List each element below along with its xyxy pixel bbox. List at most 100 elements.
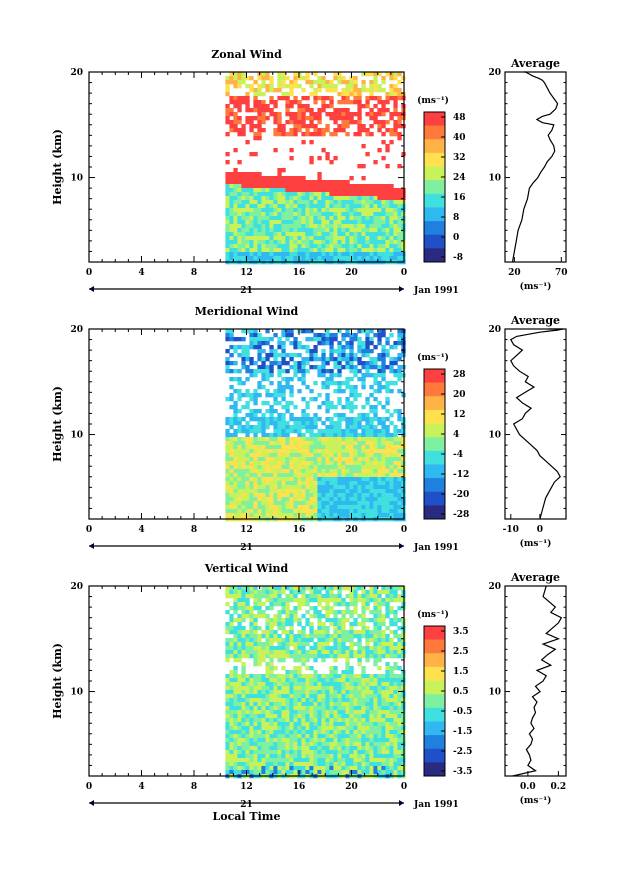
- heatmap-cell: [229, 702, 234, 707]
- heatmap-cell: [317, 678, 322, 683]
- heatmap-cell: [357, 341, 362, 346]
- heatmap-cell: [309, 678, 314, 683]
- heatmap-cell: [345, 497, 350, 502]
- heatmap-cell: [349, 196, 354, 201]
- heatmap-cell: [377, 441, 382, 446]
- heatmap-cell: [301, 682, 306, 687]
- heatmap-cell: [269, 433, 274, 438]
- heatmap-cell: [309, 365, 314, 370]
- heatmap-cell: [365, 690, 370, 695]
- heatmap-cell: [253, 108, 258, 113]
- heatmap-cell: [301, 694, 306, 699]
- heatmap-cell: [341, 124, 346, 129]
- heatmap-cell: [393, 72, 398, 77]
- heatmap-cell: [233, 441, 238, 446]
- heatmap-cell: [377, 598, 382, 603]
- heatmap-cell: [321, 248, 326, 253]
- heatmap-cell: [225, 646, 230, 651]
- heatmap-cell: [245, 413, 250, 418]
- heatmap-cell: [353, 690, 358, 695]
- heatmap-cell: [313, 240, 318, 245]
- heatmap-cell: [245, 200, 250, 205]
- heatmap-cell: [365, 112, 370, 117]
- heatmap-cell: [333, 192, 338, 197]
- heatmap-cell: [317, 333, 322, 338]
- heatmap-cell: [373, 449, 378, 454]
- heatmap-cell: [273, 445, 278, 450]
- heatmap-cell: [325, 200, 330, 205]
- heatmap-cell: [345, 108, 350, 113]
- heatmap-cell: [253, 433, 258, 438]
- heatmap-cell: [357, 738, 362, 743]
- heatmap-cell: [241, 630, 246, 635]
- heatmap-cell: [381, 714, 386, 719]
- heatmap-cell: [345, 678, 350, 683]
- heatmap-cell: [377, 196, 382, 201]
- heatmap-cell: [385, 465, 390, 470]
- heatmap-cell: [341, 485, 346, 490]
- heatmap-cell: [385, 602, 390, 607]
- heatmap-cell: [321, 722, 326, 727]
- heatmap-cell: [349, 614, 354, 619]
- heatmap-cell: [277, 734, 282, 739]
- heatmap-cell: [257, 497, 262, 502]
- heatmap-cell: [269, 509, 274, 514]
- heatmap-cell: [245, 240, 250, 245]
- heatmap-cell: [261, 401, 266, 406]
- heatmap-cell: [385, 232, 390, 237]
- heatmap-cell: [385, 710, 390, 715]
- heatmap-cell: [337, 256, 342, 261]
- heatmap-cell: [305, 244, 310, 249]
- heatmap-cell: [269, 710, 274, 715]
- heatmap-cell: [305, 349, 310, 354]
- heatmap-cell: [321, 594, 326, 599]
- heatmap-cell: [305, 634, 310, 639]
- heatmap-cell: [265, 228, 270, 233]
- heatmap-cell: [317, 357, 322, 362]
- heatmap-cell: [273, 421, 278, 426]
- heatmap-cell: [333, 734, 338, 739]
- heatmap-cell: [253, 425, 258, 430]
- heatmap-cell: [333, 465, 338, 470]
- heatmap-cell: [289, 92, 294, 97]
- heatmap-cell: [369, 232, 374, 237]
- heatmap-cell: [297, 108, 302, 113]
- heatmap-cell: [265, 598, 270, 603]
- heatmap-cell: [225, 706, 230, 711]
- heatmap-cell: [325, 417, 330, 422]
- heatmap-cell: [385, 100, 390, 105]
- heatmap-cell: [377, 224, 382, 229]
- heatmap-cell: [393, 710, 398, 715]
- heatmap-cell: [225, 622, 230, 627]
- heatmap-cell: [273, 180, 278, 185]
- heatmap-cell: [253, 598, 258, 603]
- heatmap-cell: [361, 730, 366, 735]
- heatmap-cell: [357, 164, 362, 169]
- heatmap-cell: [341, 92, 346, 97]
- colorbar-swatch: [424, 207, 445, 222]
- heatmap-cell: [277, 485, 282, 490]
- heatmap-cell: [325, 485, 330, 490]
- heatmap-cell: [301, 365, 306, 370]
- heatmap-cell: [229, 650, 234, 655]
- heatmap-cell: [321, 457, 326, 462]
- heatmap-cell: [329, 690, 334, 695]
- heatmap-cell: [225, 638, 230, 643]
- heatmap-cell: [245, 252, 250, 257]
- heatmap-cell: [325, 208, 330, 213]
- heatmap-cell: [241, 437, 246, 442]
- heatmap-cell: [277, 674, 282, 679]
- heatmap-cell: [257, 513, 262, 518]
- heatmap-cell: [281, 421, 286, 426]
- heatmap-cell: [353, 702, 358, 707]
- heatmap-cell: [245, 726, 250, 731]
- heatmap-cell: [385, 590, 390, 595]
- heatmap-cell: [373, 461, 378, 466]
- heatmap-cell: [265, 196, 270, 201]
- heatmap-cell: [285, 598, 290, 603]
- heatmap-cell: [297, 417, 302, 422]
- heatmap-cell: [385, 208, 390, 213]
- heatmap-cell: [333, 216, 338, 221]
- heatmap-cell: [317, 710, 322, 715]
- heatmap-cell: [345, 714, 350, 719]
